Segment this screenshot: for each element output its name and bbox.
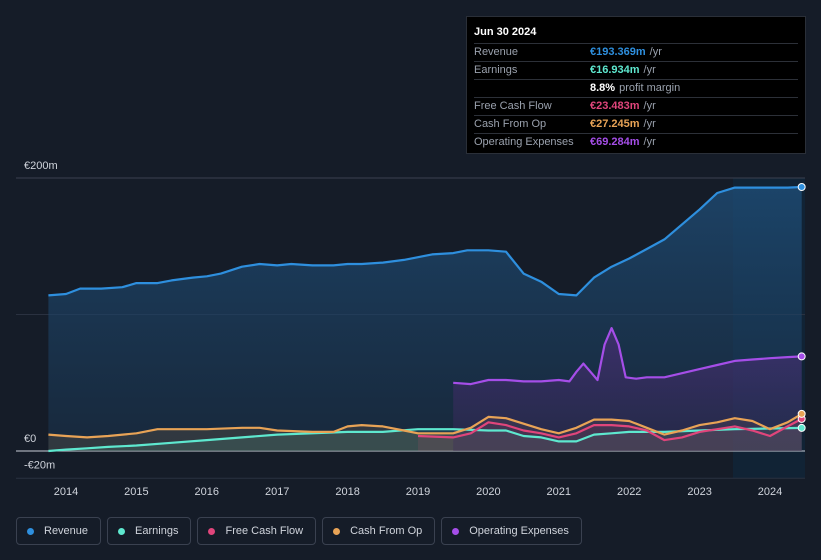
y-axis-label: €0 bbox=[24, 433, 36, 445]
cash-from-op-end-point bbox=[797, 409, 806, 418]
tooltip-row: Operating Expenses €69.284m/yr bbox=[474, 133, 798, 151]
y-axis-label: €200m bbox=[24, 160, 58, 172]
cash-from-op-line bbox=[48, 412, 803, 439]
tooltip-row-unit: /yr bbox=[643, 64, 656, 76]
legend-dot-icon bbox=[208, 527, 216, 535]
x-tick-label: 2016 bbox=[195, 486, 219, 498]
x-tick-label: 2019 bbox=[406, 486, 430, 498]
legend-label: Operating Expenses bbox=[469, 525, 569, 537]
operating-expenses-line bbox=[453, 327, 802, 386]
x-tick-label: 2017 bbox=[265, 486, 289, 498]
legend-item-cash-from-op[interactable]: Cash From Op bbox=[322, 517, 436, 545]
tooltip-row-unit: /yr bbox=[649, 46, 662, 58]
tooltip-row-label: Free Cash Flow bbox=[474, 100, 552, 112]
tooltip-row-label bbox=[474, 80, 590, 97]
legend-label: Cash From Op bbox=[350, 525, 423, 537]
legend-item-revenue[interactable]: Revenue bbox=[16, 517, 102, 545]
tooltip-row-unit: /yr bbox=[643, 100, 656, 112]
tooltip-row-unit: /yr bbox=[643, 136, 656, 148]
x-tick-label: 2018 bbox=[335, 486, 359, 498]
tooltip-row-value: 8.8% bbox=[590, 82, 616, 94]
tooltip-row: Cash From Op €27.245m/yr bbox=[474, 115, 798, 133]
earnings-end-point bbox=[797, 423, 806, 432]
legend-label: Free Cash Flow bbox=[225, 525, 304, 537]
tooltip-row: 8.8% profit margin bbox=[474, 79, 798, 97]
legend-dot-icon bbox=[452, 527, 460, 535]
tooltip-row-value: €23.483m bbox=[590, 100, 640, 112]
legend-item-free-cash-flow[interactable]: Free Cash Flow bbox=[197, 517, 317, 545]
legend: Revenue Earnings Free Cash Flow Cash From O… bbox=[16, 517, 582, 547]
tooltip-row-unit: profit margin bbox=[619, 82, 681, 94]
y-axis-label: -€20m bbox=[24, 459, 55, 471]
tooltip-row-label: Revenue bbox=[474, 46, 519, 58]
tooltip-date: Jun 30 2024 bbox=[474, 26, 537, 38]
earnings-line bbox=[48, 426, 802, 453]
x-tick-label: 2022 bbox=[617, 486, 641, 498]
x-tick-label: 2021 bbox=[547, 486, 571, 498]
tooltip-row-value: €193.369m bbox=[590, 46, 646, 58]
tooltip-row-label: Earnings bbox=[474, 64, 518, 76]
tooltip-row-label: Operating Expenses bbox=[474, 136, 574, 148]
tooltip-row-value: €69.284m bbox=[590, 136, 640, 148]
revenue-line bbox=[48, 185, 802, 297]
legend-label: Earnings bbox=[135, 525, 179, 537]
tooltip-row-unit: /yr bbox=[643, 118, 656, 130]
free-cash-flow-line bbox=[417, 417, 803, 442]
x-tick-label: 2020 bbox=[476, 486, 500, 498]
tooltip-row: Earnings €16.934m/yr bbox=[474, 61, 798, 79]
tooltip-row-label: Cash From Op bbox=[474, 118, 547, 130]
operating-expenses-end-point bbox=[797, 352, 806, 361]
x-tick-label: 2023 bbox=[687, 486, 711, 498]
legend-item-operating-expenses[interactable]: Operating Expenses bbox=[441, 517, 582, 545]
legend-label: Revenue bbox=[44, 525, 89, 537]
x-tick-label: 2024 bbox=[758, 486, 782, 498]
tooltip-row-value: €16.934m bbox=[590, 64, 640, 76]
tooltip-row-value: €27.245m bbox=[590, 118, 640, 130]
revenue-end-point bbox=[797, 183, 806, 192]
tooltip-row: Free Cash Flow €23.483m/yr bbox=[474, 97, 798, 115]
legend-dot-icon bbox=[27, 527, 34, 535]
legend-dot-icon bbox=[118, 527, 126, 535]
tooltip-row: Revenue €193.369m/yr bbox=[474, 43, 798, 61]
x-tick-label: 2014 bbox=[54, 486, 78, 498]
x-tick-label: 2015 bbox=[124, 486, 148, 498]
legend-item-earnings[interactable]: Earnings bbox=[107, 517, 192, 545]
operating-expenses-area bbox=[453, 328, 802, 451]
tooltip-panel: Jun 30 2024 Revenue €193.369m/yr Earnings €… bbox=[466, 16, 806, 154]
legend-dot-icon bbox=[333, 527, 341, 535]
